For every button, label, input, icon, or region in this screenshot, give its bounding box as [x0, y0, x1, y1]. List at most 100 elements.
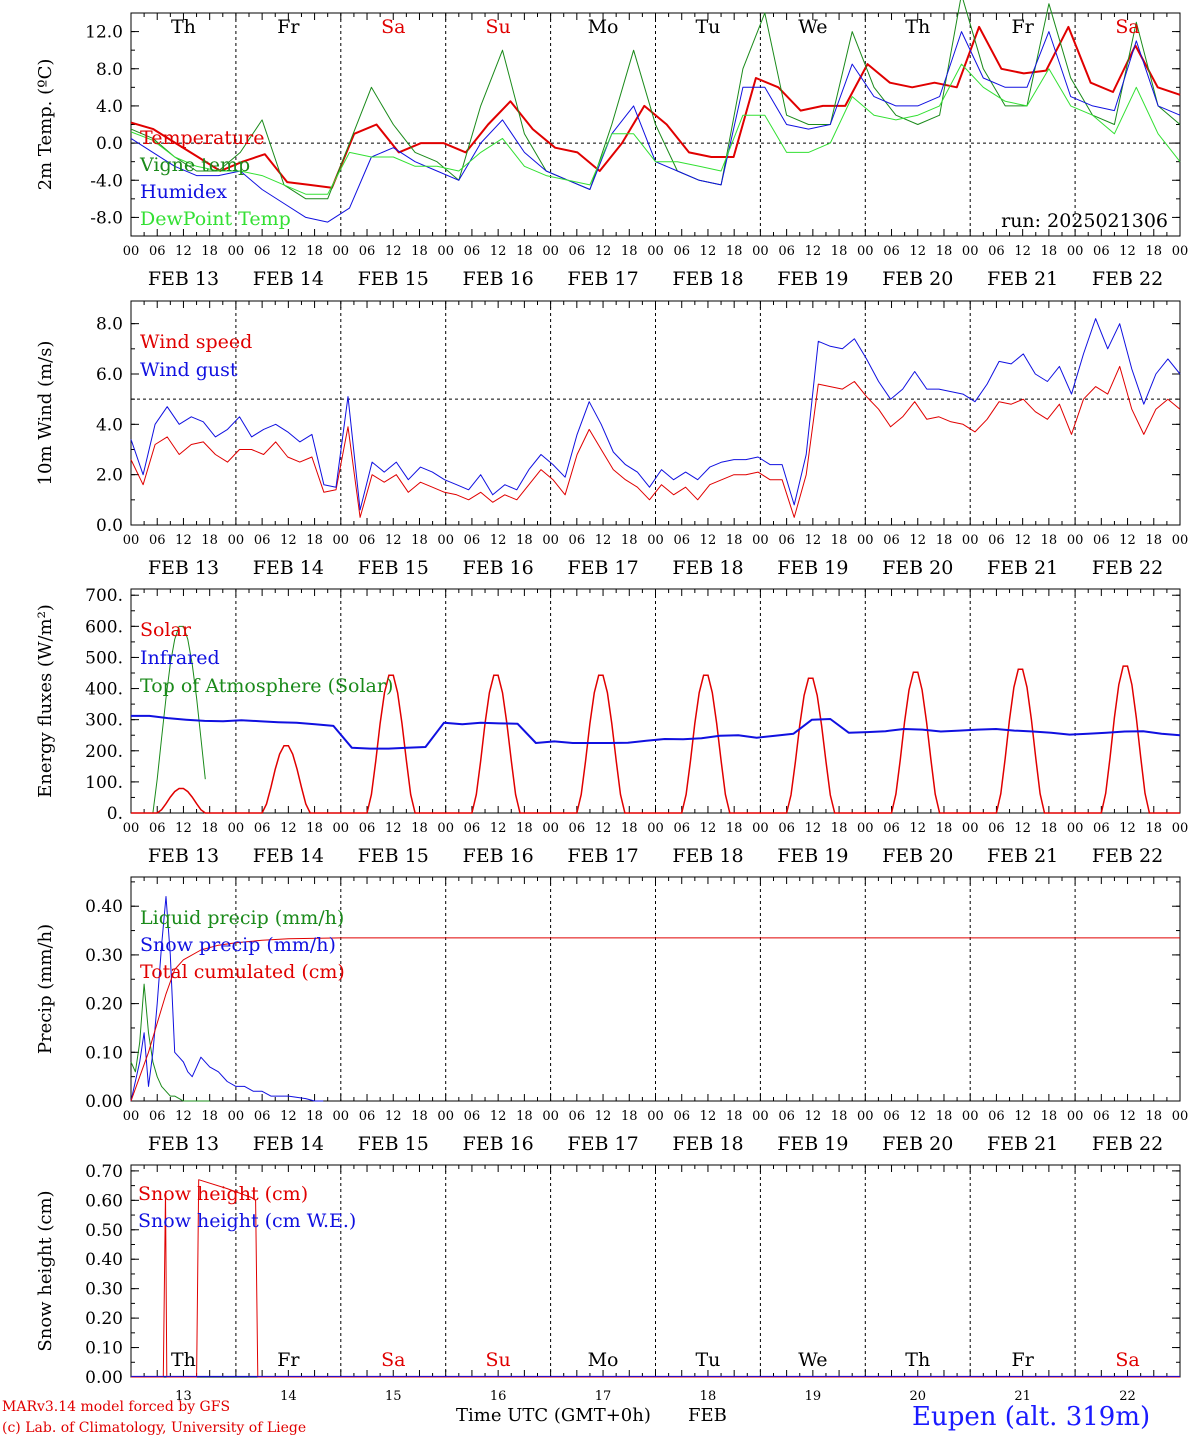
- hour-label: 18: [516, 1109, 533, 1124]
- hour-label: 18: [726, 533, 743, 548]
- hour-label: 12: [700, 533, 717, 548]
- hour-label: 06: [673, 533, 690, 548]
- wind-gust-line: [130, 318, 1181, 511]
- infrared-line: [131, 714, 1181, 750]
- hour-label: 00: [333, 821, 350, 836]
- date-label: FEB 19: [777, 557, 848, 579]
- hour-label: 06: [569, 244, 586, 259]
- day-number-label: 22: [1119, 1389, 1136, 1404]
- weekday-label: Tu: [695, 1349, 720, 1371]
- snow-height-cm-line: [131, 1179, 1180, 1378]
- hour-label: 18: [1146, 821, 1163, 836]
- hour-label: 06: [359, 533, 376, 548]
- hour-label: 18: [621, 821, 638, 836]
- legend-entry: DewPoint Temp: [140, 208, 291, 230]
- date-label: FEB 22: [1092, 557, 1163, 579]
- weekday-label: Fr: [277, 16, 300, 38]
- hour-label: 00: [647, 821, 664, 836]
- weekday-label: Su: [486, 1349, 511, 1371]
- hour-label: 18: [621, 533, 638, 548]
- hour-label: 12: [385, 1109, 402, 1124]
- legend-entry: Snow height (cm W.E.): [138, 1210, 356, 1232]
- date-label: FEB 21: [987, 557, 1058, 579]
- hour-label: 00: [228, 1109, 245, 1124]
- hour-label: 00: [752, 821, 769, 836]
- date-label: FEB 22: [1092, 268, 1163, 290]
- hour-label: 06: [149, 533, 166, 548]
- date-label: FEB 20: [882, 1133, 953, 1155]
- date-label: FEB 19: [777, 268, 848, 290]
- day-number-label: 18: [700, 1389, 717, 1404]
- hour-label: 12: [175, 244, 192, 259]
- y-tick-label: 0.50: [85, 1221, 123, 1241]
- date-label: FEB 14: [253, 557, 324, 579]
- hour-label: 12: [909, 821, 926, 836]
- y-tick-label: 0.30: [85, 1280, 123, 1300]
- hour-label: 18: [1146, 533, 1163, 548]
- weekday-label: Fr: [1012, 16, 1035, 38]
- hour-label: 00: [1067, 244, 1084, 259]
- hour-label: 18: [936, 821, 953, 836]
- hour-label: 12: [490, 244, 507, 259]
- y-tick-label: 0.00: [85, 1092, 123, 1112]
- y-tick-label: 500.: [85, 648, 123, 668]
- date-label: FEB 19: [777, 1133, 848, 1155]
- hour-label: 06: [464, 533, 481, 548]
- y-tick-label: 0.0: [96, 134, 123, 154]
- hour-label: 12: [1014, 1109, 1031, 1124]
- y-tick-label: 4.0: [96, 415, 123, 435]
- weekday-label: Sa: [381, 1349, 405, 1371]
- legend-entry: Humidex: [140, 181, 227, 203]
- y-axis-label: Precip (mm/h): [35, 924, 56, 1054]
- total-cumulated-cm-line: [130, 937, 1180, 1102]
- date-label: FEB 15: [358, 557, 429, 579]
- y-tick-label: 6.0: [96, 365, 123, 385]
- hour-label: 00: [1172, 533, 1189, 548]
- date-label: FEB 18: [672, 845, 743, 867]
- hour-label: 06: [149, 1109, 166, 1124]
- temperature-line: [130, 25, 1181, 189]
- hour-label: 12: [909, 533, 926, 548]
- hour-label: 18: [1041, 533, 1058, 548]
- hour-label: 00: [123, 244, 140, 259]
- temp-panel: -8.0 -4.0 0.0 4.0 8.0 12.0 2m Temp. (ºC) 00 06 12…: [35, 0, 1188, 290]
- hour-label: 12: [490, 533, 507, 548]
- weekday-label: Sa: [1115, 1349, 1139, 1371]
- hour-label: 12: [805, 821, 822, 836]
- hour-label: 00: [228, 821, 245, 836]
- hour-label: 00: [542, 821, 559, 836]
- hour-label: 18: [621, 1109, 638, 1124]
- hour-label: 06: [1093, 533, 1110, 548]
- weekday-label: Sa: [1115, 16, 1139, 38]
- legend-entry: Infrared: [140, 647, 220, 669]
- y-tick-label: 0.30: [85, 946, 123, 966]
- weekday-label: Th: [905, 16, 930, 38]
- y-tick-label: 0.40: [85, 897, 123, 917]
- hour-label: 06: [149, 821, 166, 836]
- hour-label: 06: [883, 244, 900, 259]
- hour-label: 12: [595, 533, 612, 548]
- legend-entry: Liquid precip (mm/h): [140, 907, 344, 929]
- hour-label: 06: [673, 244, 690, 259]
- hour-label: 06: [1093, 244, 1110, 259]
- hour-label: 12: [175, 533, 192, 548]
- plot-frame: [130, 588, 1181, 814]
- date-label: FEB 14: [253, 268, 324, 290]
- hour-label: 06: [883, 533, 900, 548]
- hour-label: 00: [123, 1109, 140, 1124]
- hour-label: 00: [752, 533, 769, 548]
- date-label: FEB 16: [463, 845, 534, 867]
- hour-label: 12: [1119, 1109, 1136, 1124]
- date-label: FEB 13: [148, 1133, 219, 1155]
- y-tick-label: 700.: [85, 586, 123, 606]
- hour-label: 06: [673, 821, 690, 836]
- hour-label: 06: [254, 821, 271, 836]
- weekday-label: We: [798, 1349, 827, 1371]
- day-number-label: 13: [175, 1389, 192, 1404]
- date-label: FEB 21: [987, 268, 1058, 290]
- date-label: FEB 13: [148, 845, 219, 867]
- hour-label: 00: [333, 244, 350, 259]
- hour-label: 18: [411, 1109, 428, 1124]
- hour-label: 00: [857, 1109, 874, 1124]
- weekday-label: Th: [905, 1349, 930, 1371]
